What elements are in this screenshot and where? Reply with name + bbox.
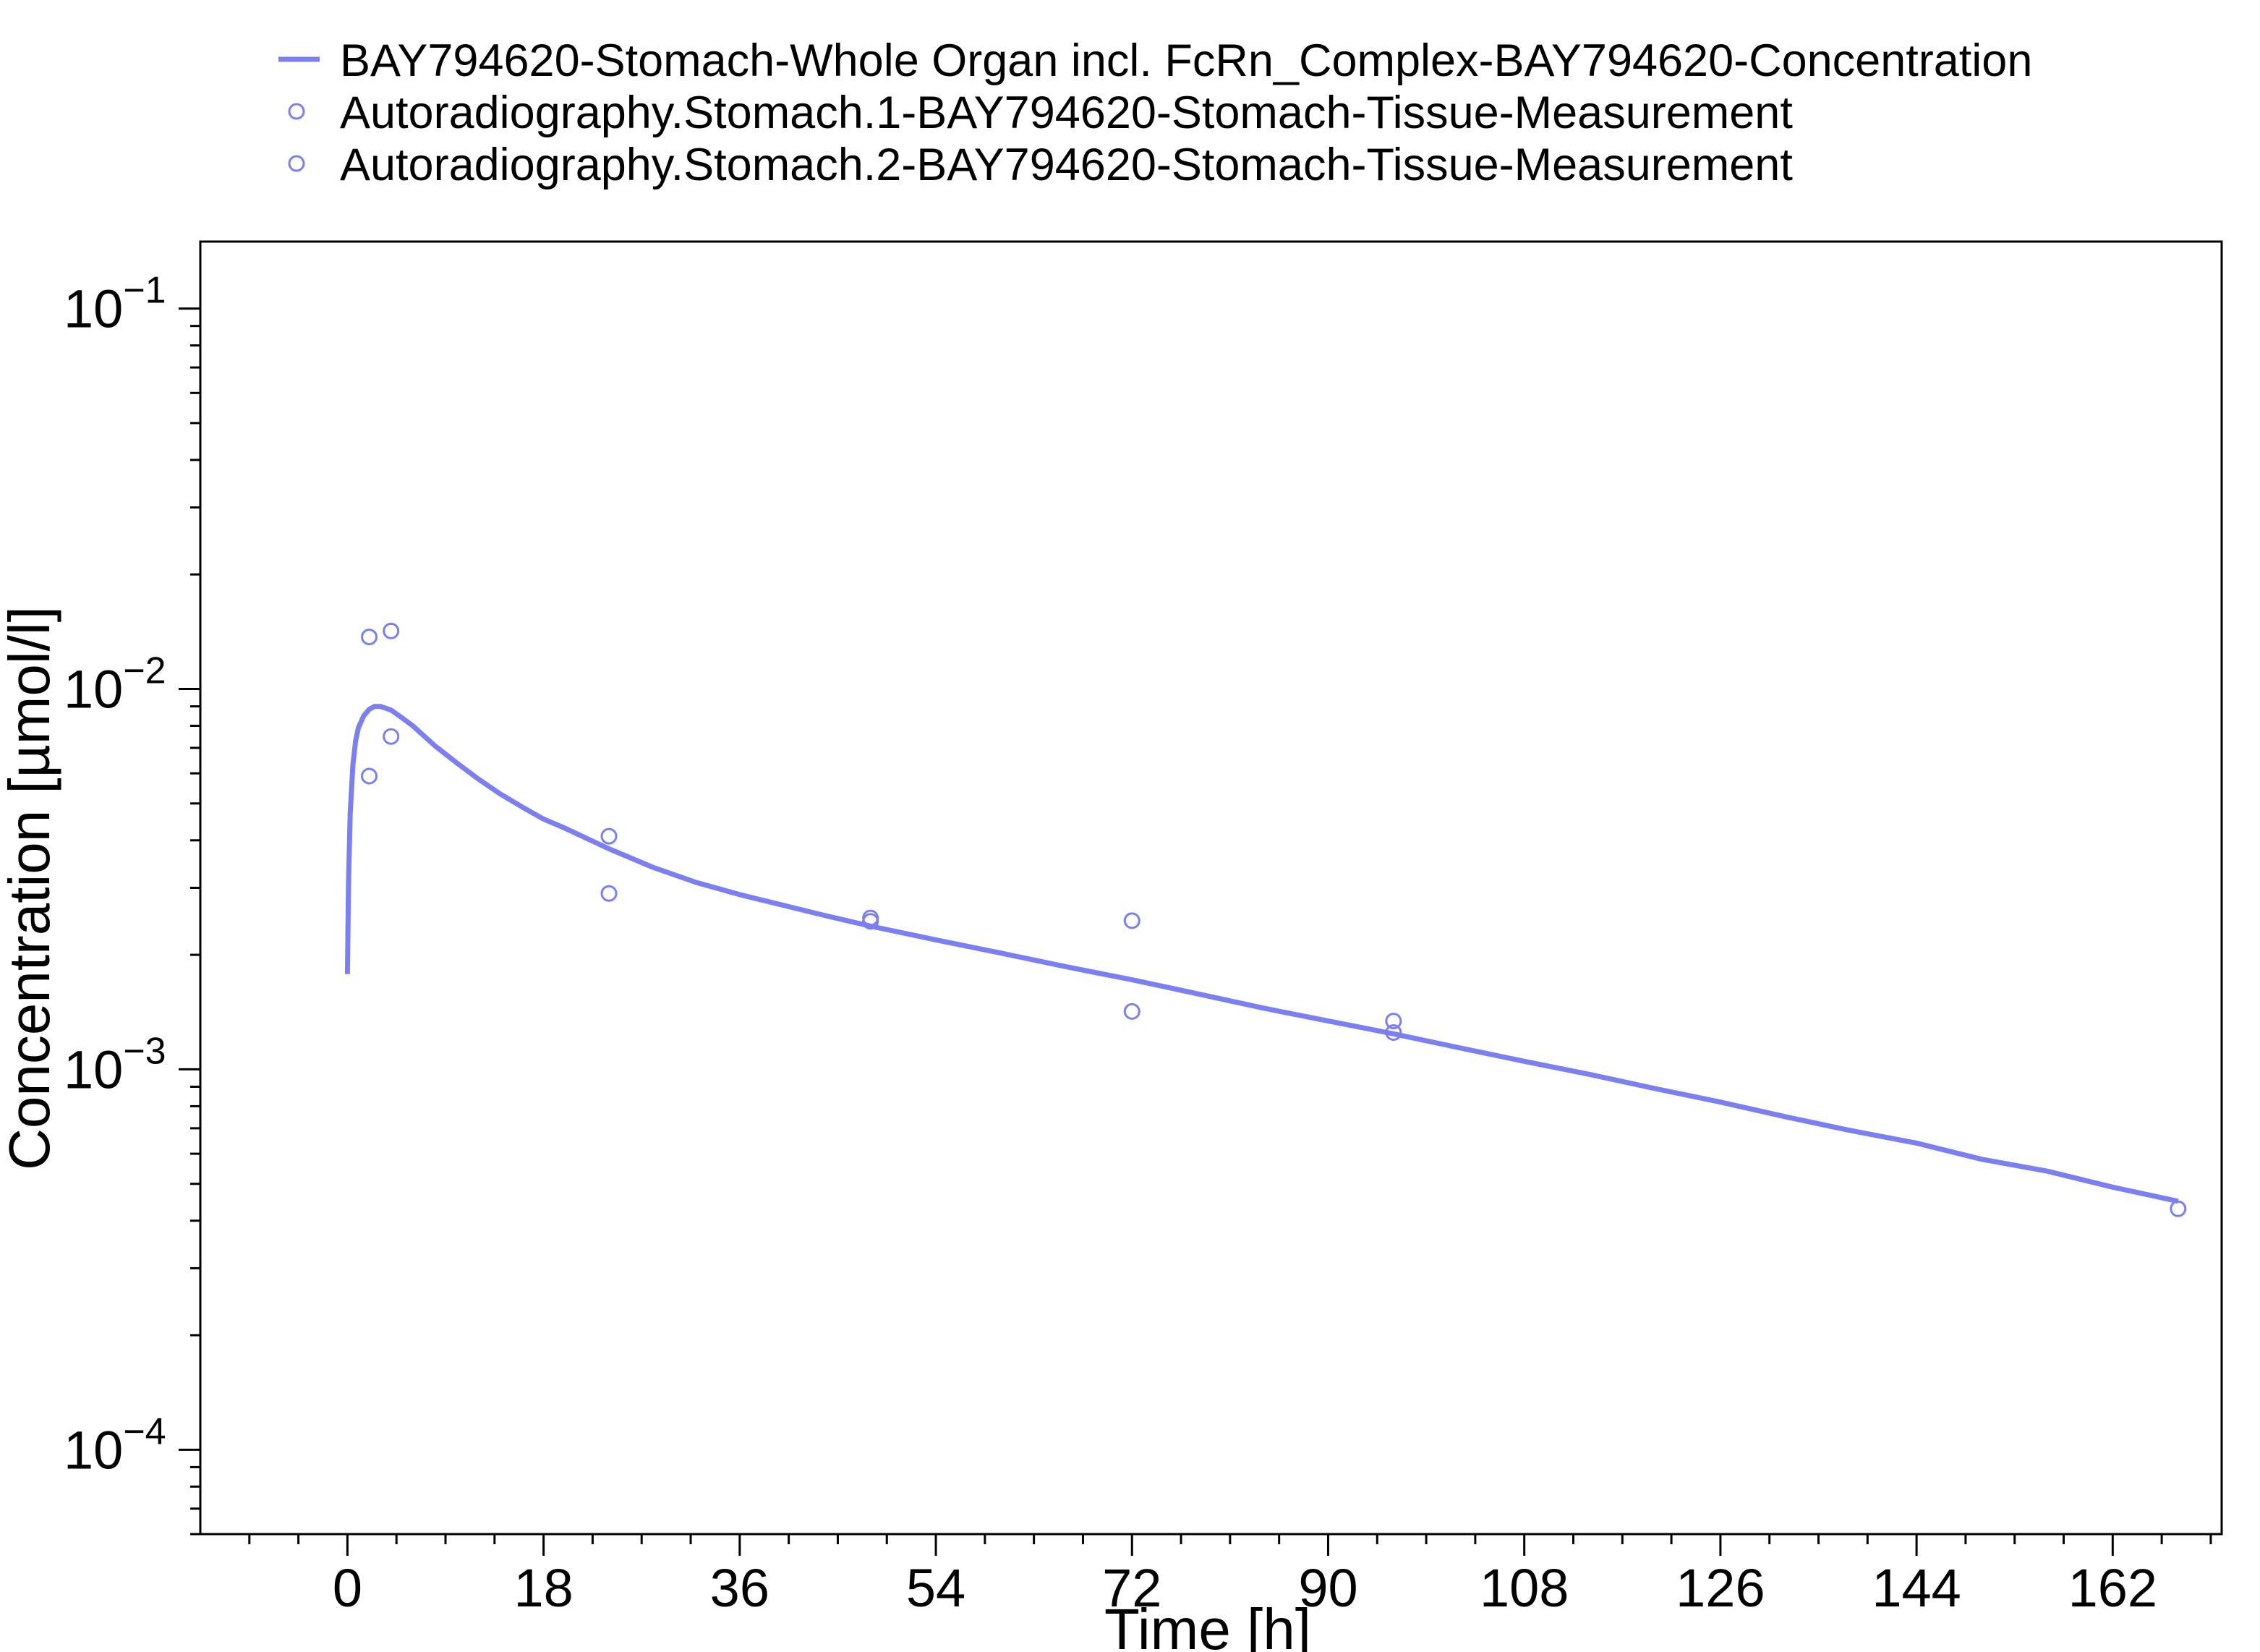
x-tick-label: 72	[1102, 1558, 1161, 1618]
measurement-points	[361, 622, 2187, 1217]
measurement-point-series-2	[862, 913, 879, 930]
y-tick-label-exponent: −4	[123, 1410, 166, 1452]
y-axis: 10−110−210−310−4	[64, 270, 200, 1536]
x-tick-label: 0	[333, 1558, 362, 1618]
y-tick-label-exponent: −3	[123, 1030, 166, 1072]
legend-label-measurement-2: Autoradiography.Stomach.2-BAY794620-Stom…	[340, 140, 1793, 190]
x-axis-label: Time [h]	[1104, 1597, 1311, 1652]
y-tick-label-exponent: −2	[123, 650, 166, 692]
x-tick-label: 144	[1872, 1558, 1961, 1618]
x-tick-label: 90	[1298, 1558, 1357, 1618]
y-tick-label-base: 10	[64, 1039, 123, 1099]
legend-marker-swatch	[288, 155, 305, 172]
y-axis-label: Concentration [µmol/l]	[0, 606, 61, 1170]
measurement-point-series-2	[600, 885, 618, 902]
measurement-point-series-1	[1385, 1013, 1402, 1030]
x-tick-label: 126	[1676, 1558, 1765, 1618]
measurement-point-series-2	[1123, 1002, 1140, 1020]
legend-label-simulation: BAY794620-Stomach-Whole Organ incl. FcRn…	[340, 35, 2032, 86]
simulation-line	[344, 704, 2179, 1204]
legend: BAY794620-Stomach-Whole Organ incl. FcRn…	[278, 35, 2032, 190]
measurement-point-series-1	[361, 629, 378, 646]
y-tick-label-exponent: −1	[123, 270, 166, 312]
measurement-point-series-1	[600, 827, 618, 845]
y-tick-label: 10−2	[64, 650, 166, 720]
y-tick-label: 10−3	[64, 1030, 166, 1099]
measurement-point-series-1	[1123, 912, 1140, 929]
y-tick-label: 10−1	[64, 270, 166, 339]
plot-area	[344, 622, 2187, 1217]
x-tick-label: 18	[513, 1558, 573, 1618]
y-tick-label-base: 10	[64, 660, 123, 720]
x-tick-label: 108	[1480, 1558, 1569, 1618]
y-tick-label-base: 10	[64, 1420, 123, 1480]
y-tick-label-base: 10	[64, 279, 123, 339]
measurement-point-series-2	[383, 622, 400, 639]
measurement-point-series-1	[383, 728, 400, 745]
measurement-point-series-2	[361, 767, 378, 785]
x-tick-label: 162	[2068, 1558, 2157, 1618]
x-axis: 0 18 36 54 72 90 108 126 144 162	[248, 1534, 2212, 1618]
x-tick-label: 36	[710, 1558, 769, 1618]
x-tick-label: 54	[906, 1558, 965, 1618]
y-tick-label: 10−4	[64, 1410, 166, 1480]
legend-label-measurement-1: Autoradiography.Stomach.1-BAY794620-Stom…	[340, 88, 1793, 138]
measurement-point-series-2	[1385, 1023, 1402, 1041]
legend-marker-swatch	[288, 103, 305, 120]
measurement-point-series-1	[2170, 1200, 2187, 1217]
